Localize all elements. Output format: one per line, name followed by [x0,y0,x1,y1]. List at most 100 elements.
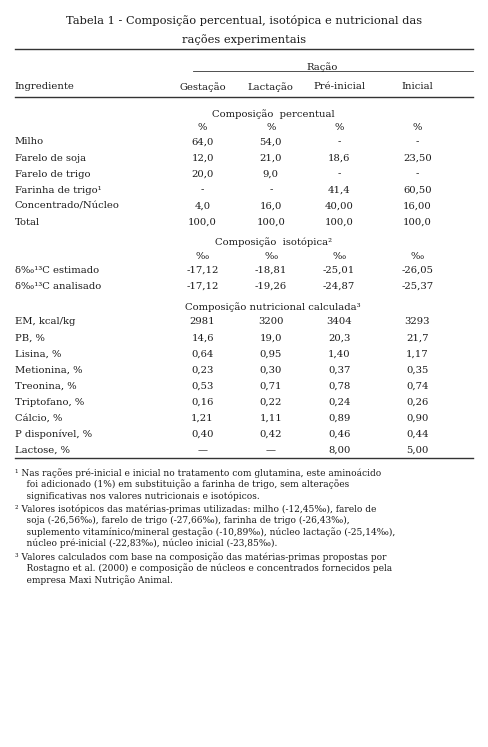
Text: Ração: Ração [306,62,338,72]
Text: ² Valores isotópicos das matérias-primas utilizadas: milho (-12,45‰), farelo de: ² Valores isotópicos das matérias-primas… [15,504,376,514]
Text: 3404: 3404 [326,317,352,326]
Text: 40,00: 40,00 [325,202,354,211]
Text: δ‰¹³C estimado: δ‰¹³C estimado [15,266,99,275]
Text: 18,6: 18,6 [328,154,350,163]
Text: 20,0: 20,0 [191,170,214,179]
Text: ¹ Nas rações pré-inicial e inicial no tratamento com glutamina, este aminoácido: ¹ Nas rações pré-inicial e inicial no tr… [15,468,381,478]
Text: δ‰¹³C analisado: δ‰¹³C analisado [15,282,101,291]
Text: 100,0: 100,0 [325,218,354,227]
Text: 8,00: 8,00 [328,446,350,455]
Text: -: - [269,186,272,195]
Text: empresa Maxi Nutrição Animal.: empresa Maxi Nutrição Animal. [15,575,173,585]
Text: Gestação: Gestação [179,82,226,92]
Text: -17,12: -17,12 [186,282,219,291]
Text: 0,53: 0,53 [191,382,214,391]
Text: rações experimentais: rações experimentais [182,34,306,46]
Text: 1,40: 1,40 [328,350,350,359]
Text: Milho: Milho [15,137,44,146]
Text: significativas nos valores nutricionais e isotópicos.: significativas nos valores nutricionais … [15,492,260,500]
Text: foi adicionado (1%) em substituição a farinha de trigo, sem alterações: foi adicionado (1%) em substituição a fa… [15,480,349,489]
Text: P disponível, %: P disponível, % [15,430,92,439]
Text: 3200: 3200 [258,317,284,326]
Text: 0,16: 0,16 [191,397,214,407]
Text: 0,89: 0,89 [328,414,350,423]
Text: 0,44: 0,44 [406,430,428,439]
Text: Farelo de trigo: Farelo de trigo [15,170,90,179]
Text: 1,17: 1,17 [406,350,428,359]
Text: 2981: 2981 [190,317,215,326]
Text: núcleo pré-inicial (-22,83‰), núcleo inicial (-23,85‰).: núcleo pré-inicial (-22,83‰), núcleo ini… [15,539,277,548]
Text: 0,30: 0,30 [260,365,282,375]
Text: 0,24: 0,24 [328,397,350,407]
Text: 0,74: 0,74 [406,382,428,391]
Text: 0,40: 0,40 [191,430,214,439]
Text: Composição nutricional calculada³: Composição nutricional calculada³ [185,302,361,311]
Text: -: - [201,186,204,195]
Text: Composição  isotópica²: Composição isotópica² [215,238,332,247]
Text: -19,26: -19,26 [255,282,287,291]
Text: soja (-26,56‰), farelo de trigo (-27,66‰), farinha de trigo (-26,43‰),: soja (-26,56‰), farelo de trigo (-27,66‰… [15,515,349,525]
Text: Triptofano, %: Triptofano, % [15,397,84,407]
Text: -: - [338,170,341,179]
Text: —: — [266,446,276,455]
Text: Lactação: Lactação [248,82,294,92]
Text: 100,0: 100,0 [403,218,432,227]
Text: ‰: ‰ [332,252,346,261]
Text: -: - [416,137,419,146]
Text: ³ Valores calculados com base na composição das matérias-primas propostas por: ³ Valores calculados com base na composi… [15,552,386,562]
Text: 0,90: 0,90 [406,414,428,423]
Text: 3293: 3293 [405,317,430,326]
Text: Total: Total [15,218,40,227]
Text: %: % [334,123,344,132]
Text: 14,6: 14,6 [191,333,214,343]
Text: 16,00: 16,00 [403,202,431,211]
Text: 9,0: 9,0 [263,170,279,179]
Text: 12,0: 12,0 [191,154,214,163]
Text: 0,46: 0,46 [328,430,350,439]
Text: 100,0: 100,0 [188,218,217,227]
Text: -18,81: -18,81 [255,266,287,275]
Text: 16,0: 16,0 [260,202,282,211]
Text: Ingrediente: Ingrediente [15,82,75,91]
Text: %: % [266,123,276,132]
Text: 0,37: 0,37 [328,365,350,375]
Text: 23,50: 23,50 [403,154,431,163]
Text: %: % [412,123,422,132]
Text: 5,00: 5,00 [406,446,428,455]
Text: Inicial: Inicial [401,82,433,91]
Text: 0,95: 0,95 [260,350,282,359]
Text: 100,0: 100,0 [256,218,285,227]
Text: 64,0: 64,0 [191,137,214,146]
Text: -25,01: -25,01 [323,266,355,275]
Text: 54,0: 54,0 [260,137,282,146]
Text: 19,0: 19,0 [260,333,282,343]
Text: EM, kcal/kg: EM, kcal/kg [15,317,75,326]
Text: 0,78: 0,78 [328,382,350,391]
Text: Farinha de trigo¹: Farinha de trigo¹ [15,186,102,195]
Text: 0,23: 0,23 [191,365,214,375]
Text: 60,50: 60,50 [403,186,431,195]
Text: ‰: ‰ [410,252,424,261]
Text: %: % [198,123,207,132]
Text: 0,35: 0,35 [406,365,428,375]
Text: 20,3: 20,3 [328,333,350,343]
Text: 41,4: 41,4 [328,186,350,195]
Text: 0,26: 0,26 [406,397,428,407]
Text: 0,22: 0,22 [260,397,282,407]
Text: ‰: ‰ [196,252,209,261]
Text: PB, %: PB, % [15,333,44,343]
Text: -17,12: -17,12 [186,266,219,275]
Text: Treonina, %: Treonina, % [15,382,76,391]
Text: -26,05: -26,05 [401,266,433,275]
Text: Metionina, %: Metionina, % [15,365,82,375]
Text: suplemento vitamínico/mineral gestação (-10,89‰), núcleo lactação (-25,14‰),: suplemento vitamínico/mineral gestação (… [15,527,395,537]
Text: Rostagno et al. (2000) e composição de núcleos e concentrados fornecidos pela: Rostagno et al. (2000) e composição de n… [15,564,392,574]
Text: 21,7: 21,7 [406,333,428,343]
Text: Tabela 1 - Composição percentual, isotópica e nutricional das: Tabela 1 - Composição percentual, isotóp… [66,15,422,26]
Text: -: - [338,137,341,146]
Text: Pré-inicial: Pré-inicial [313,82,365,91]
Text: 1,21: 1,21 [191,414,214,423]
Text: Concentrado/Núcleo: Concentrado/Núcleo [15,202,120,211]
Text: 4,0: 4,0 [194,202,211,211]
Text: Lactose, %: Lactose, % [15,446,70,455]
